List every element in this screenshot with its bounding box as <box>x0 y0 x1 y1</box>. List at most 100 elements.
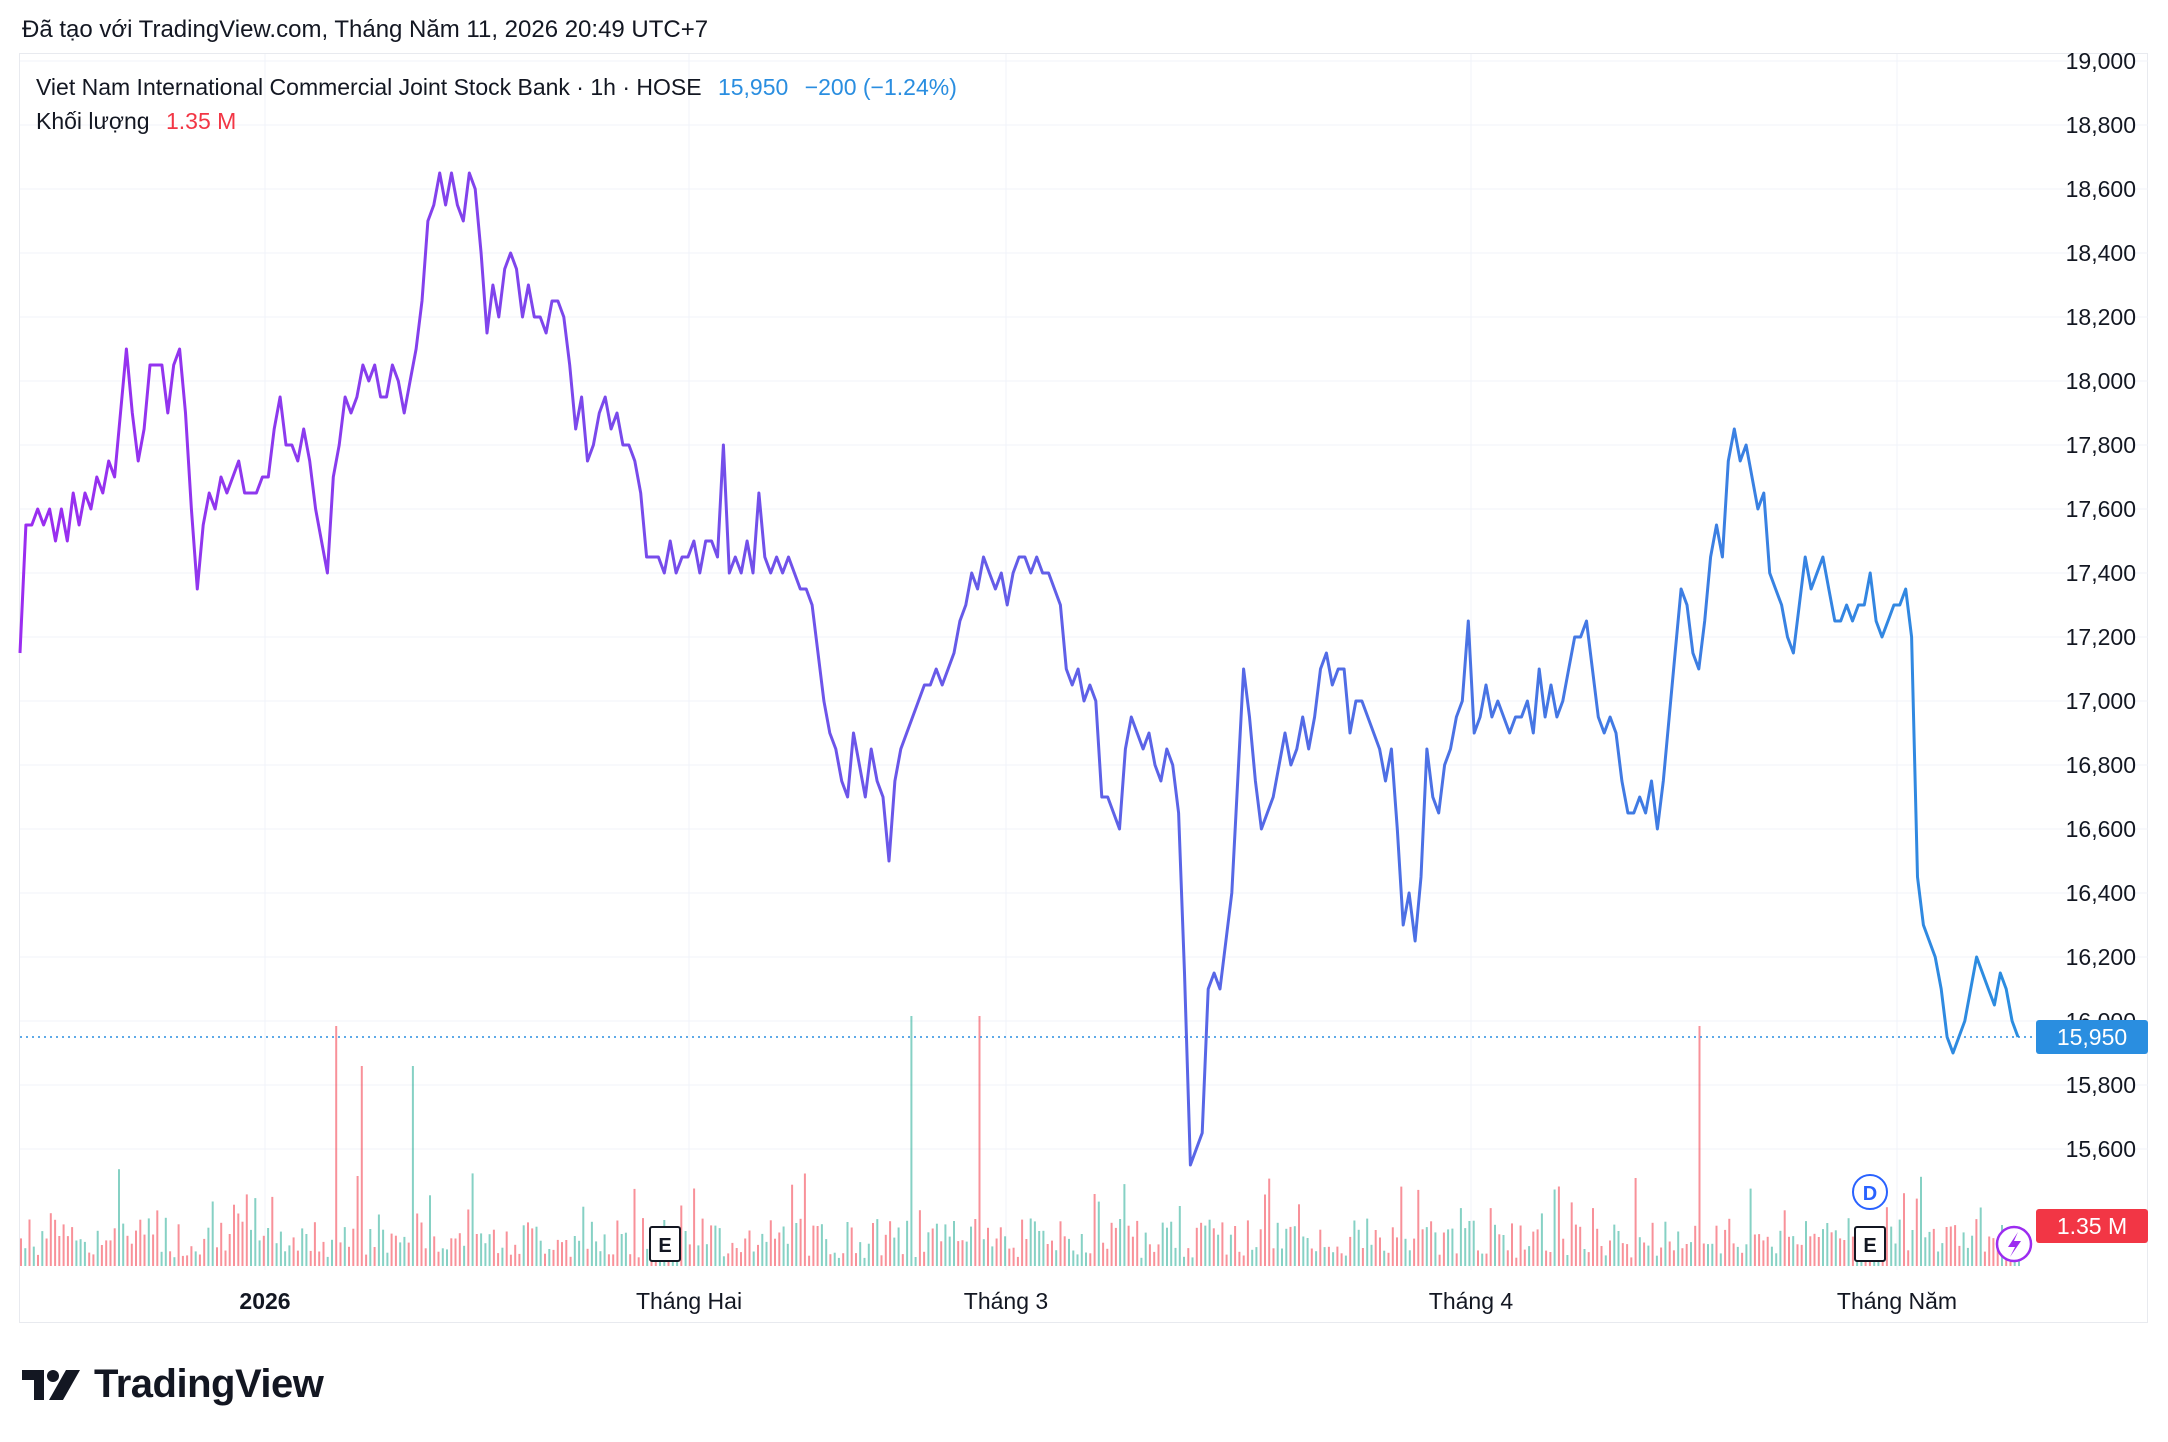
volume-bar <box>1826 1223 1829 1266</box>
volume-bar <box>109 1240 112 1266</box>
volume-bar <box>1630 1257 1633 1266</box>
volume-bar <box>88 1252 91 1266</box>
volume-bar <box>1187 1248 1190 1266</box>
price-axis[interactable]: 19,000 18,800 18,600 18,400 18,200 18,000 17,8… <box>2066 48 2136 1162</box>
volume-bar <box>28 1219 31 1266</box>
volume-bar <box>1174 1247 1177 1266</box>
volume-bar <box>20 1238 22 1266</box>
volume-bar <box>96 1230 99 1266</box>
volume-bar <box>539 1240 542 1266</box>
volume-bar <box>693 1188 696 1266</box>
volume-bar <box>1327 1246 1330 1266</box>
volume-bar <box>829 1254 832 1266</box>
tradingview-logo[interactable]: TradingView <box>22 1362 324 1407</box>
volume-bar <box>480 1233 483 1266</box>
volume-bar <box>1055 1250 1058 1266</box>
volume-bar <box>1924 1237 1927 1266</box>
volume-bar <box>918 1210 921 1266</box>
volume-bar <box>1796 1244 1799 1266</box>
volume-bar <box>1988 1236 1991 1266</box>
volume-bar <box>139 1219 142 1266</box>
volume-bar <box>45 1238 48 1266</box>
volume-bar <box>590 1221 593 1266</box>
price-tick-label: 18,000 <box>2066 368 2136 394</box>
volume-bar <box>616 1220 619 1266</box>
volume-bar <box>1592 1208 1594 1266</box>
volume-bar <box>1945 1227 1948 1266</box>
volume-bar <box>279 1231 282 1266</box>
volume-bar <box>1293 1226 1296 1266</box>
volume-bar <box>910 1016 913 1266</box>
volume-bar <box>1153 1251 1156 1266</box>
volume-bar <box>991 1246 994 1266</box>
volume-bar <box>1183 1256 1185 1266</box>
volume-bar <box>203 1238 206 1266</box>
volume-bar <box>441 1248 444 1266</box>
volume-bar <box>1519 1225 1522 1266</box>
volume-bar <box>194 1251 197 1266</box>
volume-bar <box>1753 1234 1756 1266</box>
volume-bar <box>880 1255 883 1266</box>
volume-bar <box>906 1220 909 1266</box>
earnings-marker-2[interactable]: E <box>1854 1226 1886 1262</box>
volume-bar <box>1851 1236 1854 1266</box>
volume-bar <box>876 1219 879 1266</box>
volume-bar <box>1383 1250 1386 1266</box>
volume-bar <box>348 1246 350 1266</box>
volume-bar <box>143 1234 146 1266</box>
price-tick-label: 16,400 <box>2066 880 2136 906</box>
time-axis[interactable]: 2026 Tháng Hai Tháng 3 Tháng 4 Tháng Năm <box>239 1288 1957 1314</box>
volume-bar <box>1532 1231 1535 1266</box>
volume-bar <box>1975 1219 1978 1266</box>
lightning-icon[interactable] <box>1995 1225 2033 1263</box>
volume-bar <box>1839 1238 1842 1266</box>
volume-bar <box>1515 1257 1518 1266</box>
volume-bar <box>1609 1240 1611 1266</box>
price-line[interactable] <box>18 171 2020 1167</box>
volume-bar <box>1191 1257 1194 1266</box>
volume-bar <box>688 1244 691 1266</box>
volume-bar <box>1736 1246 1739 1266</box>
volume-bar <box>135 1230 137 1266</box>
volume-bar <box>41 1231 44 1266</box>
volume-bar <box>1038 1231 1041 1266</box>
volume-bar <box>1506 1250 1509 1267</box>
symbol-title[interactable]: Viet Nam International Commercial Joint … <box>36 74 702 100</box>
volume-bar <box>1549 1252 1552 1266</box>
volume-bar <box>105 1240 108 1266</box>
dividend-marker[interactable]: D <box>1852 1174 1888 1210</box>
volume-bar <box>1442 1232 1445 1266</box>
volume-bar <box>241 1221 244 1266</box>
volume-bar <box>1728 1218 1731 1266</box>
earnings-marker-1[interactable]: E <box>649 1226 681 1262</box>
volume-bar <box>1783 1210 1786 1266</box>
volume-bar <box>377 1214 380 1266</box>
volume-bar <box>1276 1222 1279 1266</box>
volume-bar <box>552 1249 555 1266</box>
volume-bar <box>1719 1253 1722 1266</box>
volume-bar <box>1604 1255 1607 1266</box>
volume-bar <box>1336 1246 1339 1266</box>
volume-label[interactable]: Khối lượng <box>36 108 150 134</box>
volume-bar <box>454 1238 457 1266</box>
volume-bar <box>1374 1230 1377 1266</box>
volume-bar <box>1025 1239 1028 1266</box>
volume-bar <box>309 1250 312 1266</box>
volume-bar <box>1954 1225 1957 1266</box>
volume-bar <box>1668 1241 1671 1266</box>
volume-bar <box>1788 1236 1790 1266</box>
volume-bar <box>1711 1243 1714 1266</box>
volume-bar <box>126 1235 129 1266</box>
volume-bar <box>1315 1251 1318 1266</box>
volume-bar <box>1749 1188 1752 1266</box>
price-tick-label: 15,800 <box>2066 1072 2136 1098</box>
volume-bar <box>1242 1255 1245 1266</box>
volume-bar <box>1822 1229 1824 1266</box>
volume-bar <box>573 1236 576 1266</box>
volume-bar <box>769 1220 772 1266</box>
volume-bar <box>1481 1253 1484 1266</box>
volume-bar <box>1417 1189 1420 1266</box>
volume-bar <box>271 1196 274 1266</box>
volume-bar <box>1404 1238 1407 1266</box>
